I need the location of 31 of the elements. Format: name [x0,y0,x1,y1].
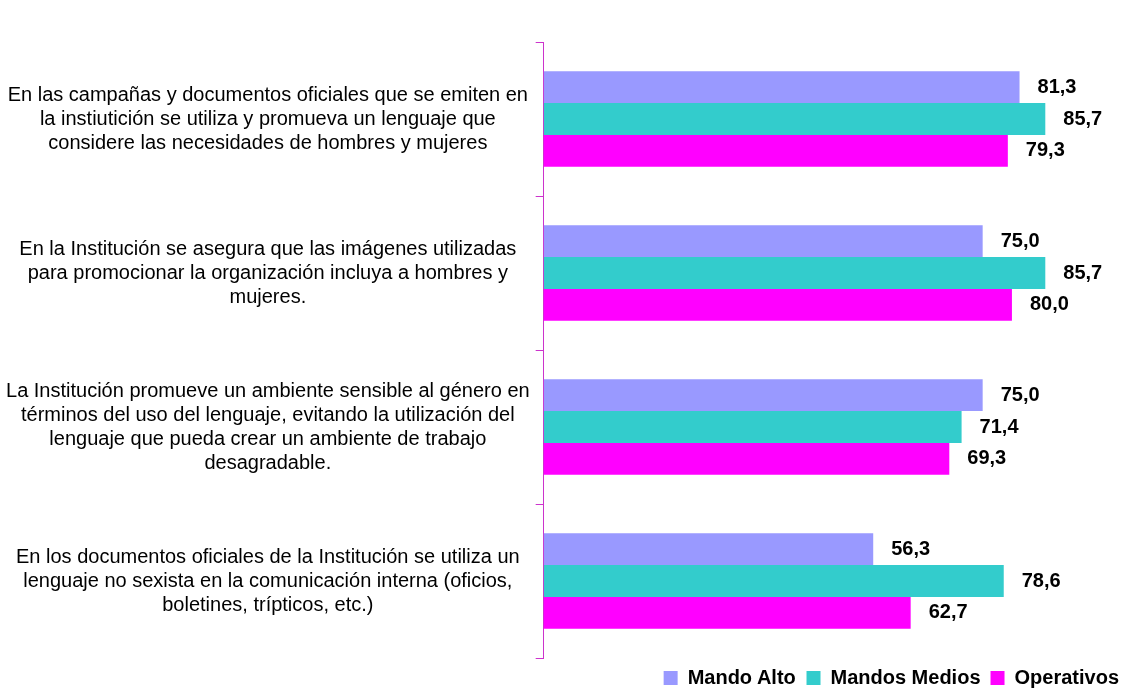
bar [543,565,1004,597]
bar [543,103,1046,135]
data-label: 62,7 [928,600,968,623]
data-label: 75,0 [1000,228,1040,251]
y-tick-label: En las campañas y documentos oficiales que se emiten en la instiutición se utiliza y promueva un lenguaje que considere las necesidades de hombres y mujeres [7,82,528,153]
bar [543,288,1012,321]
legend-label: Mandos Medios [830,665,981,688]
data-label: 56,3 [891,536,931,559]
bar [543,134,1008,167]
data-label: 85,7 [1063,106,1103,129]
bar [543,71,1020,104]
data-label: 78,6 [1021,568,1061,591]
bar [543,596,911,629]
data-label: 81,3 [1037,74,1077,97]
bar [543,225,983,258]
y-tick-label: En la Institución se asegura que las imágenes utilizadas para promocionar la organización incluya a hombres y mujeres. [19,236,517,307]
bar [543,533,874,566]
data-label: 69,3 [967,446,1007,469]
bar [543,411,962,443]
bar [543,379,983,412]
bar [543,257,1046,289]
data-label: 71,4 [979,414,1020,437]
data-label: 75,0 [1000,382,1040,405]
y-tick-label: En los documentos oficiales de la Institución se utiliza un lenguaje no sexista en la comunicación interna (oficios, boletines, trípticos, etc.) [16,544,520,615]
data-label: 85,7 [1063,260,1103,283]
data-label: 79,3 [1025,138,1065,161]
bar [543,442,950,475]
legend-label: Mando Alto [687,665,796,688]
y-tick-label: La Institución promueve un ambiente sensible al género en términos del uso del lenguaje, evitando la utilización del lenguaje que pueda crear un ambiente de trabajo desagradable. [6,378,530,473]
data-label: 80,0 [1029,292,1069,315]
legend-label: Operativos [1014,665,1119,688]
